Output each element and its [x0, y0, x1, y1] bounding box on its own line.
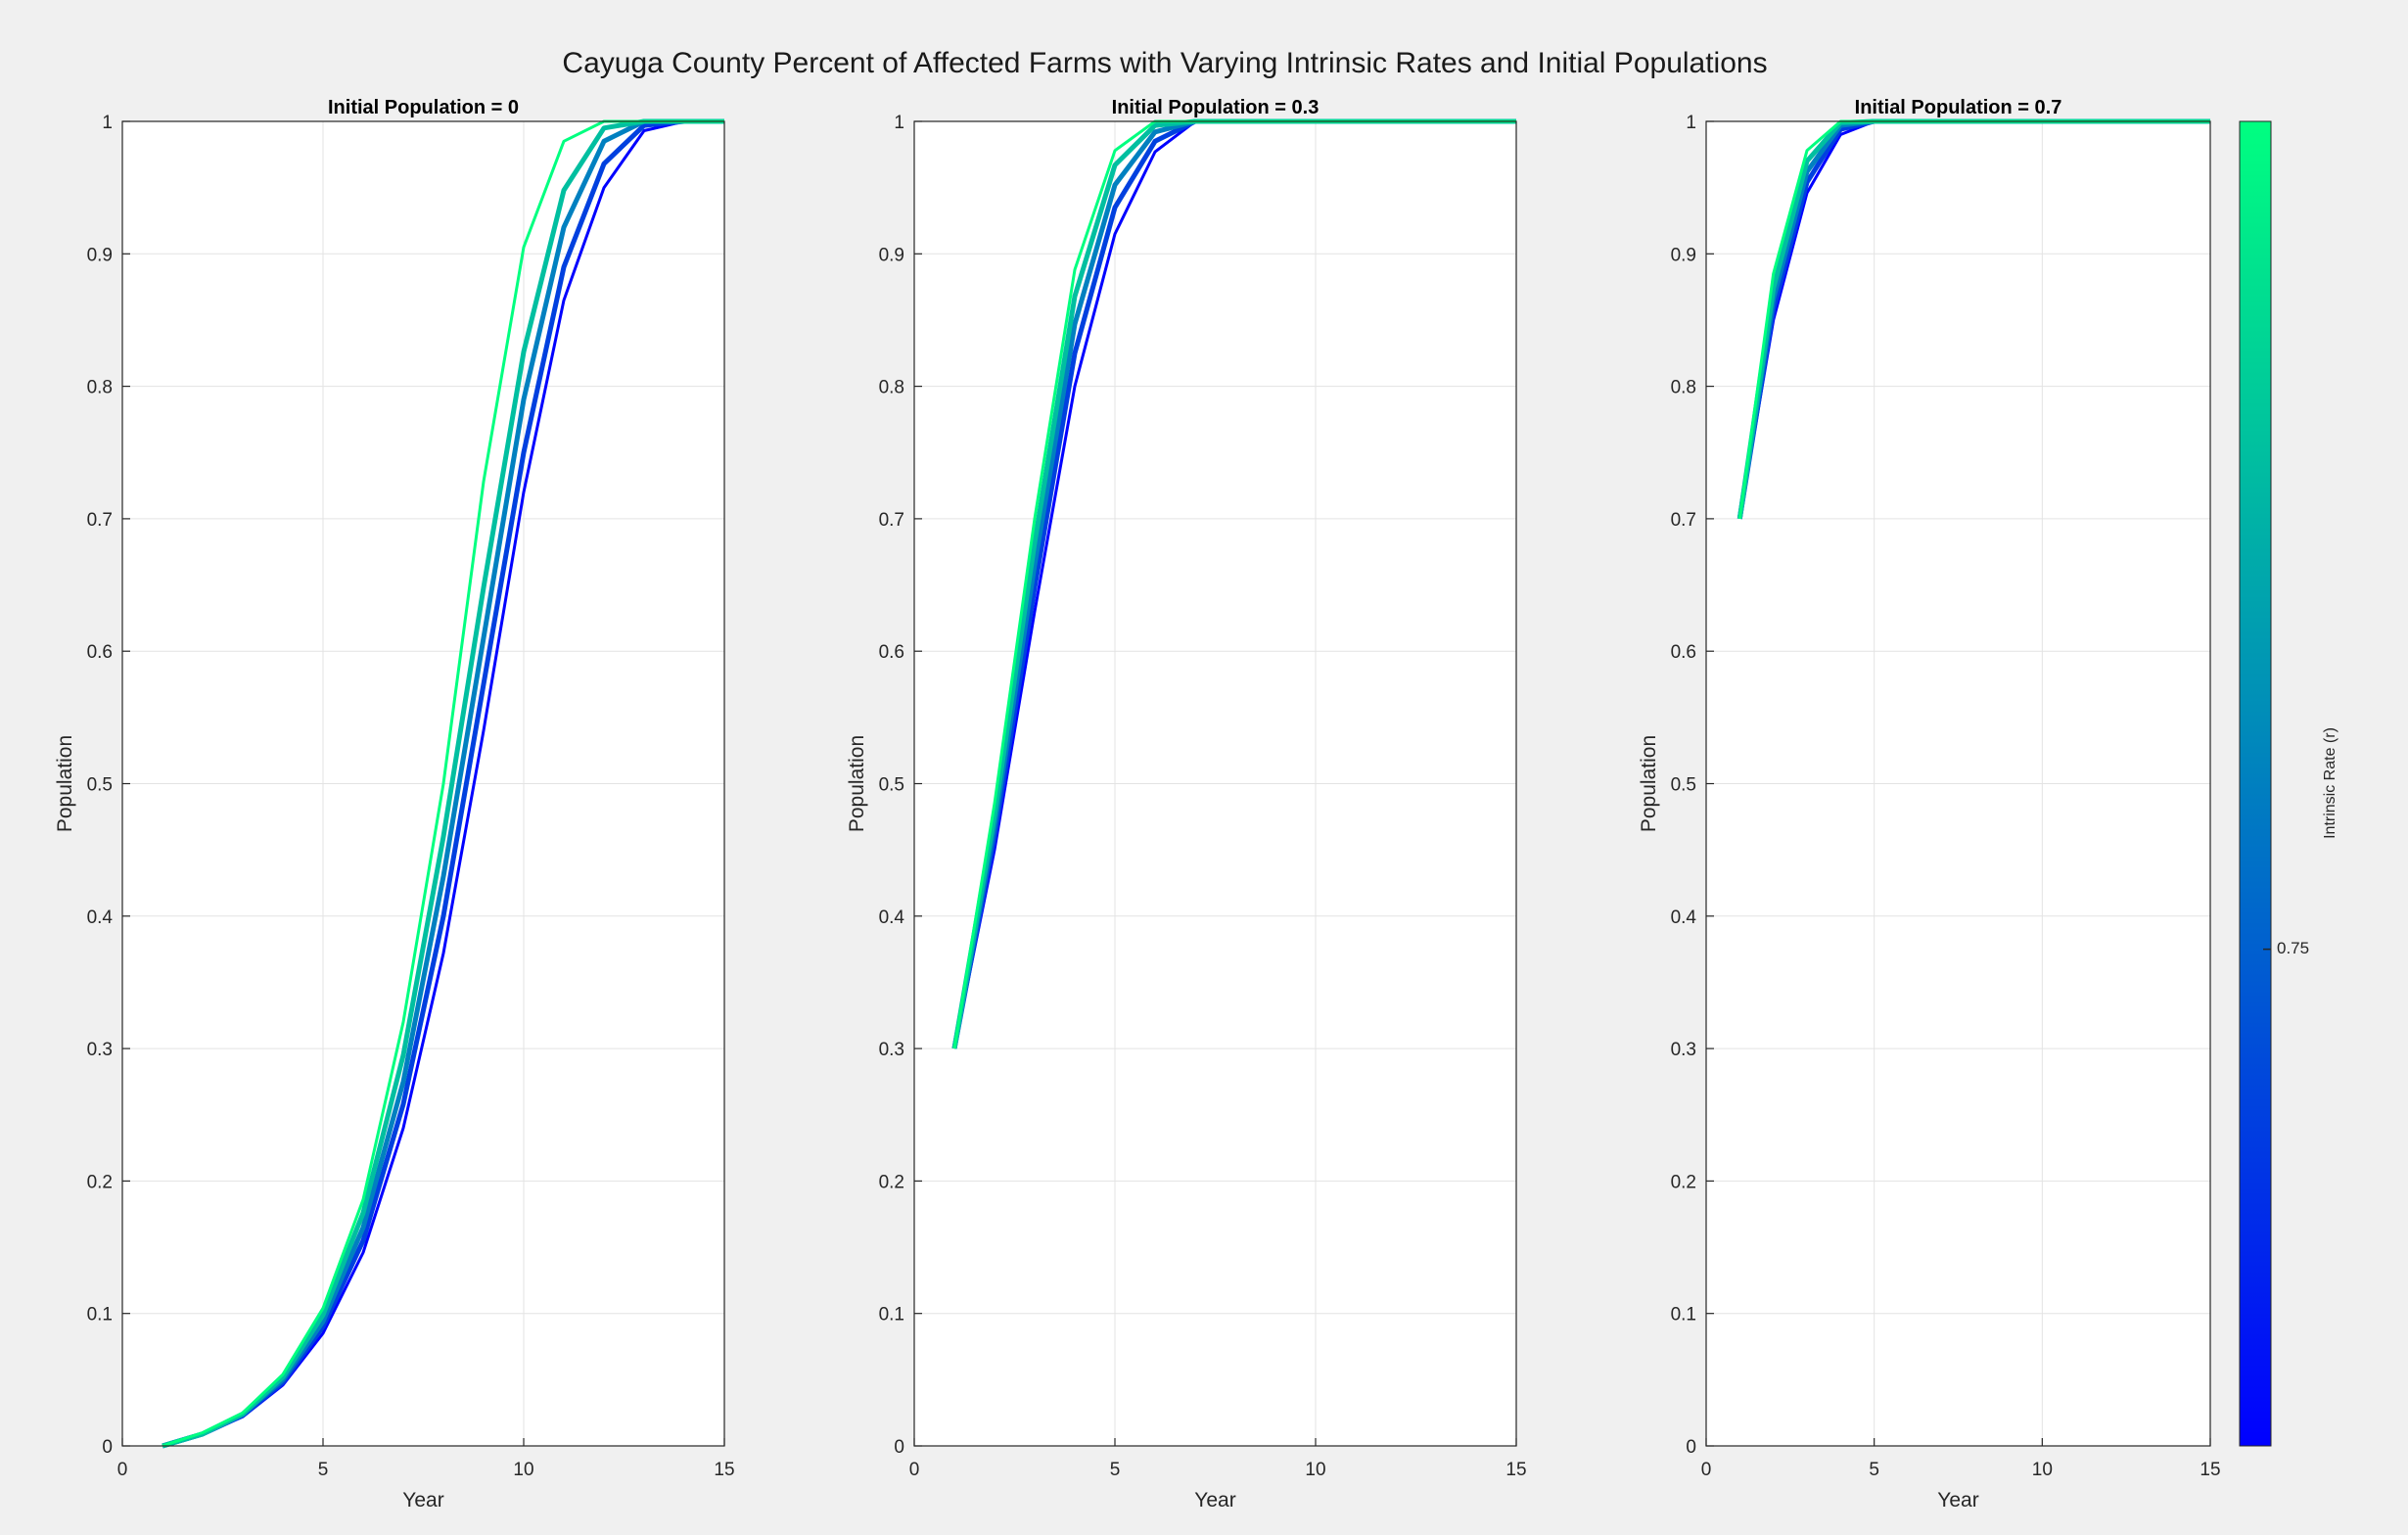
- x-axis-label: Year: [1937, 1489, 1978, 1512]
- x-tick-label: 5: [318, 1460, 329, 1480]
- y-tick-label: 0.5: [87, 775, 113, 796]
- y-tick-label: 0.7: [879, 510, 904, 531]
- y-tick-label: 0.5: [1671, 775, 1696, 796]
- figure-title: Cayuga County Percent of Affected Farms …: [562, 47, 1767, 79]
- y-tick-label: 0.4: [87, 907, 114, 928]
- y-axis-label: Population: [846, 735, 868, 832]
- x-tick-label: 15: [1505, 1460, 1526, 1480]
- axes-2: 0 5 10 15 0 0.1 0.2 0.3 0.4 0.5 0.6 0.7 0.8 0.9 1 Initi…: [846, 97, 1527, 1512]
- y-tick-label: 0.7: [87, 510, 113, 531]
- colorbar: 0.75 Intrinsic Rate (r): [2239, 120, 2339, 1447]
- y-tick-label: 0.1: [1671, 1305, 1696, 1326]
- y-tick-label: 0.4: [1671, 907, 1697, 928]
- x-tick-label: 15: [2200, 1460, 2220, 1480]
- x-tick-label: 0: [1701, 1460, 1712, 1480]
- colorbar-gradient: [2239, 120, 2272, 1447]
- x-tick-label: 10: [513, 1460, 533, 1480]
- y-tick-label: 0.1: [87, 1305, 113, 1326]
- y-tick-label: 0.9: [879, 245, 904, 265]
- x-tick-label: 10: [2032, 1460, 2053, 1480]
- x-tick-label: 5: [1869, 1460, 1879, 1480]
- y-tick-label: 0.8: [879, 378, 904, 398]
- y-tick-label: 0.4: [879, 907, 905, 928]
- colorbar-label: Intrinsic Rate (r): [2322, 727, 2339, 839]
- y-tick-label: 0.2: [87, 1172, 113, 1192]
- x-tick-label: 5: [1110, 1460, 1121, 1480]
- axes-container: 0 5 10 1500.10.20.30.40.50.60.70.80.91Initi…: [54, 97, 2221, 1512]
- colorbar-tick-label: 0.75: [2277, 939, 2309, 957]
- y-tick-label: 0.8: [1671, 378, 1696, 398]
- y-tick-label: 0: [894, 1437, 904, 1458]
- x-tick-label: 0: [117, 1460, 128, 1480]
- y-tick-label: 1: [102, 113, 113, 133]
- y-tick-label: 0.9: [1671, 245, 1696, 265]
- x-tick-label: 0: [909, 1460, 920, 1480]
- y-tick-label: 1: [1686, 113, 1696, 133]
- y-tick-label: 0.3: [879, 1040, 904, 1060]
- y-axis-label: Population: [54, 735, 76, 832]
- y-tick-label: 0.6: [87, 642, 113, 663]
- axes-title: Initial Population = 0.3: [1112, 97, 1320, 118]
- axes-3: 0 5 10 15 0 0.1 0.2 0.3 0.4 0.5 0.6 0.7 0.8 0.9 1 Initi…: [1638, 97, 2221, 1512]
- y-tick-label: 0: [102, 1437, 113, 1458]
- y-axis-label: Population: [1638, 735, 1660, 832]
- x-tick-label: 10: [1305, 1460, 1325, 1480]
- y-tick-label: 0.7: [1671, 510, 1696, 531]
- y-tick-label: 0.2: [879, 1172, 904, 1192]
- y-tick-label: 0: [1686, 1437, 1696, 1458]
- axes-1: 0 5 10 15 0 0.1 0.2 0.3 0.4 0.5 0.6 0.7 0.8 0.9 1 Initi…: [54, 97, 735, 1512]
- y-tick-label: 0.6: [1671, 642, 1696, 663]
- x-axis-label: Year: [1194, 1489, 1235, 1512]
- y-tick-label: 0.3: [87, 1040, 113, 1060]
- x-axis-label: Year: [402, 1489, 443, 1512]
- y-tick-label: 0.2: [1671, 1172, 1696, 1192]
- y-tick-label: 0.8: [87, 378, 113, 398]
- y-tick-label: 0.3: [1671, 1040, 1696, 1060]
- axes-title: Initial Population = 0: [328, 97, 519, 118]
- y-tick-label: 0.9: [87, 245, 113, 265]
- y-tick-label: 1: [894, 113, 904, 133]
- axes-title: Initial Population = 0.7: [1855, 97, 2062, 118]
- x-tick-label: 15: [714, 1460, 734, 1480]
- y-tick-label: 0.5: [879, 775, 904, 796]
- y-tick-label: 0.6: [879, 642, 904, 663]
- y-tick-label: 0.1: [879, 1305, 904, 1326]
